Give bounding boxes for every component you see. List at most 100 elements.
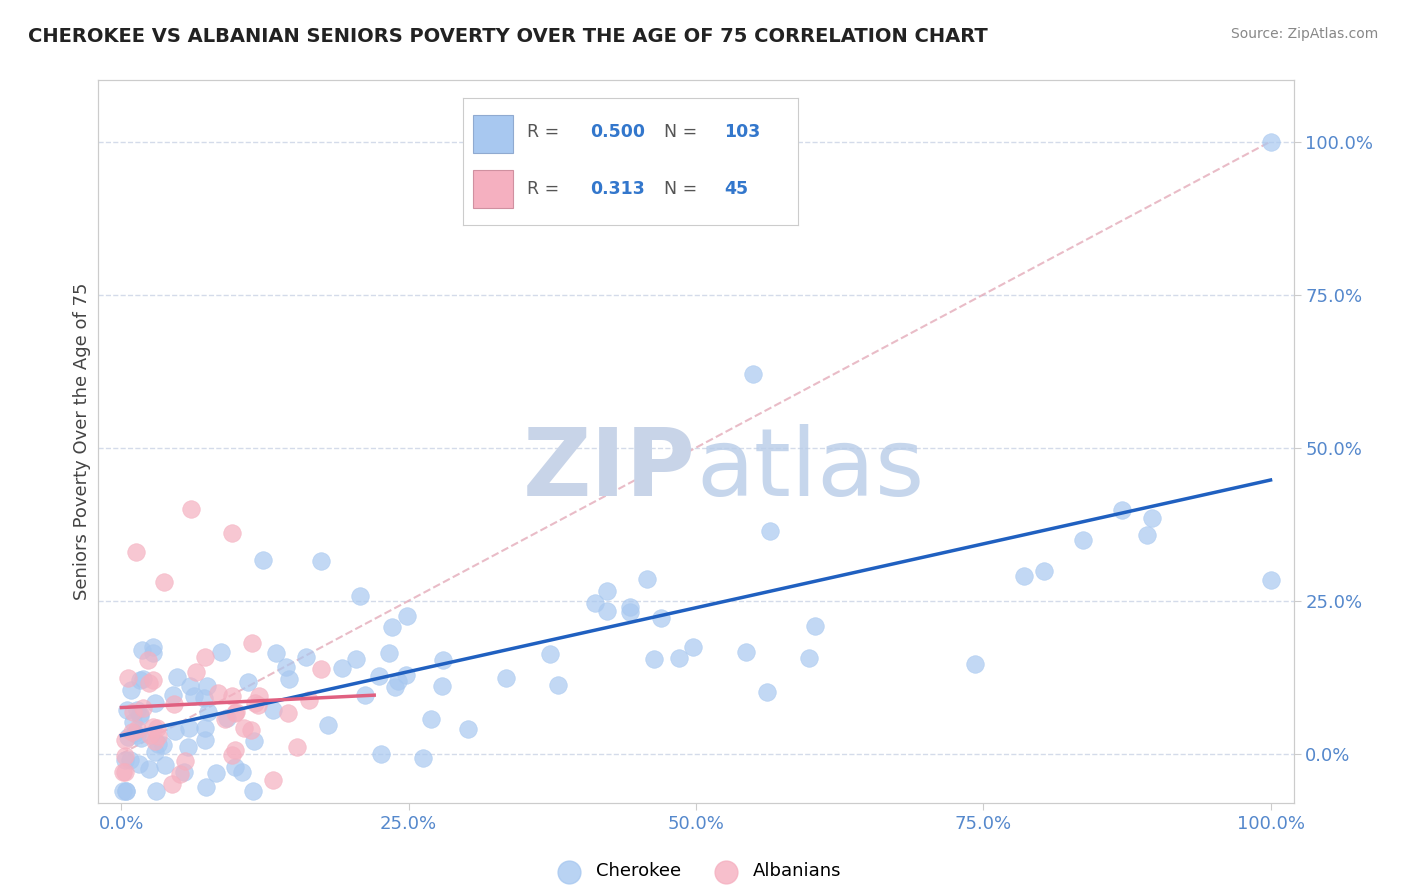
Text: atlas: atlas bbox=[696, 425, 924, 516]
Point bbox=[387, 674, 409, 689]
Point bbox=[758, 524, 780, 538]
Point bbox=[963, 657, 986, 672]
Point bbox=[457, 722, 479, 736]
Point bbox=[136, 653, 159, 667]
Point bbox=[804, 619, 827, 633]
Point bbox=[142, 640, 165, 654]
Point bbox=[636, 573, 658, 587]
Point bbox=[242, 783, 264, 797]
Point bbox=[142, 673, 165, 688]
Point bbox=[381, 620, 404, 634]
Point bbox=[309, 553, 332, 567]
Point bbox=[495, 671, 517, 685]
Point bbox=[146, 729, 169, 743]
Point bbox=[354, 688, 377, 702]
Point bbox=[125, 722, 148, 736]
Point bbox=[132, 673, 155, 687]
Point bbox=[180, 502, 202, 516]
Point bbox=[278, 673, 301, 687]
Point bbox=[240, 636, 263, 650]
Point bbox=[224, 743, 246, 757]
Point bbox=[163, 697, 186, 711]
Point bbox=[395, 609, 418, 624]
Point bbox=[395, 668, 418, 682]
Point bbox=[311, 662, 333, 676]
Point bbox=[179, 679, 201, 693]
Point bbox=[412, 751, 434, 765]
Point bbox=[799, 651, 821, 665]
Point bbox=[128, 757, 150, 772]
Point bbox=[193, 690, 215, 705]
Point bbox=[1260, 135, 1282, 149]
Point bbox=[197, 705, 219, 719]
Point bbox=[596, 604, 619, 618]
Point bbox=[1032, 565, 1054, 579]
Point bbox=[643, 652, 665, 666]
Point bbox=[650, 610, 672, 624]
Point bbox=[138, 762, 160, 776]
Point bbox=[246, 698, 269, 712]
Point bbox=[162, 688, 184, 702]
Point bbox=[128, 709, 150, 723]
Point bbox=[114, 733, 136, 747]
Point bbox=[114, 753, 136, 767]
Point bbox=[1012, 568, 1035, 582]
Point bbox=[153, 757, 176, 772]
Point bbox=[298, 693, 321, 707]
Point bbox=[129, 673, 152, 687]
Point bbox=[131, 731, 153, 745]
Point bbox=[120, 683, 142, 698]
Point bbox=[239, 723, 262, 737]
Point bbox=[143, 696, 166, 710]
Point bbox=[173, 765, 195, 780]
Point bbox=[231, 765, 253, 780]
Point bbox=[432, 679, 454, 693]
Point bbox=[125, 545, 148, 559]
Point bbox=[295, 650, 318, 665]
Point bbox=[330, 661, 353, 675]
Point bbox=[217, 711, 239, 725]
Point bbox=[1260, 573, 1282, 587]
Point bbox=[121, 725, 143, 739]
Point bbox=[124, 725, 146, 739]
Point bbox=[596, 584, 619, 599]
Point bbox=[177, 721, 200, 735]
Point bbox=[344, 652, 367, 666]
Point bbox=[177, 739, 200, 754]
Point bbox=[264, 646, 287, 660]
Point bbox=[224, 706, 246, 720]
Point bbox=[111, 765, 134, 780]
Point bbox=[247, 689, 270, 703]
Text: ZIP: ZIP bbox=[523, 425, 696, 516]
Point bbox=[243, 696, 266, 710]
Point bbox=[262, 773, 284, 788]
Point bbox=[538, 647, 561, 661]
Point bbox=[349, 589, 371, 603]
Point bbox=[221, 526, 243, 541]
Point bbox=[619, 605, 641, 619]
Point bbox=[166, 670, 188, 684]
Point bbox=[194, 780, 217, 794]
Point bbox=[432, 653, 454, 667]
Point bbox=[225, 706, 247, 720]
Point bbox=[129, 707, 152, 722]
Point bbox=[755, 685, 778, 699]
Point bbox=[122, 715, 145, 730]
Point bbox=[118, 753, 141, 767]
Point bbox=[169, 767, 191, 781]
Point bbox=[209, 645, 232, 659]
Point bbox=[207, 685, 229, 699]
Point bbox=[233, 721, 256, 735]
Point bbox=[619, 599, 641, 614]
Point bbox=[682, 640, 704, 655]
Point bbox=[174, 754, 197, 768]
Point bbox=[115, 703, 138, 717]
Point bbox=[143, 745, 166, 759]
Point bbox=[142, 646, 165, 660]
Point bbox=[214, 713, 236, 727]
Point bbox=[186, 665, 208, 679]
Text: Source: ZipAtlas.com: Source: ZipAtlas.com bbox=[1230, 27, 1378, 41]
Point bbox=[370, 747, 392, 761]
Point bbox=[318, 718, 340, 732]
Text: CHEROKEE VS ALBANIAN SENIORS POVERTY OVER THE AGE OF 75 CORRELATION CHART: CHEROKEE VS ALBANIAN SENIORS POVERTY OVE… bbox=[28, 27, 988, 45]
